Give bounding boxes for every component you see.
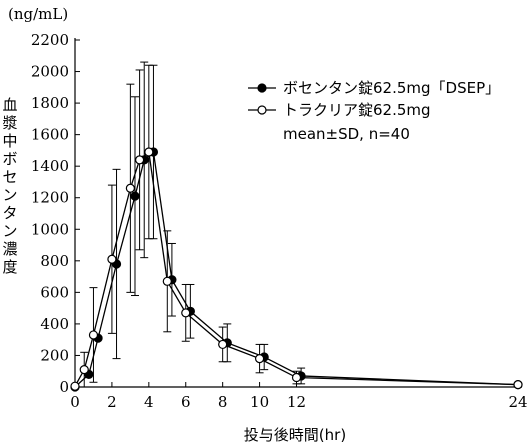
y-tick-label: 600 <box>40 283 69 301</box>
y-axis-label-char: タ <box>2 204 17 222</box>
y-axis-label-char: 中 <box>2 132 17 150</box>
x-tick-label: 2 <box>107 393 117 411</box>
x-tick-label: 24 <box>508 393 527 411</box>
y-unit-label: (ng/mL) <box>8 5 68 23</box>
y-tick-label: 1000 <box>31 220 69 238</box>
series-line <box>74 150 519 388</box>
x-tick-label: 0 <box>70 393 80 411</box>
y-ticks: 0 200 400 600 800 1000 1200 1400 1600 1800 2000 220… <box>31 31 80 396</box>
y-tick-label: 1600 <box>31 126 69 144</box>
y-tick-label: 1200 <box>31 189 69 207</box>
y-tick-label: 400 <box>40 315 69 333</box>
data-point <box>70 381 80 391</box>
y-axis-label-char: ボ <box>2 150 17 168</box>
y-axis-label-char: 漿 <box>2 114 17 132</box>
x-tick-label: 10 <box>250 393 269 411</box>
series-tracleer <box>70 64 523 391</box>
series-layer <box>70 61 523 392</box>
data-point <box>291 372 302 383</box>
x-tick-label: 6 <box>181 393 191 411</box>
y-tick-label: 2000 <box>31 63 69 81</box>
y-axis-label-char: 濃 <box>2 240 17 258</box>
legend: ボセンタン錠62.5mg「DSEP」トラクリア錠62.5mg mean±SD, n… <box>248 79 500 143</box>
y-axis-label: 血漿中ボセンタン濃度 <box>2 96 17 276</box>
y-axis-label-char: ン <box>2 186 17 204</box>
legend-marker <box>257 83 267 93</box>
legend-note: mean±SD, n=40 <box>283 125 410 143</box>
x-tick-label: 4 <box>144 393 154 411</box>
legend-label: トラクリア錠62.5mg <box>283 101 431 119</box>
y-axis-label-char: 度 <box>2 258 17 276</box>
data-point <box>107 254 117 264</box>
data-point <box>79 365 89 375</box>
x-tick-label: 12 <box>287 393 306 411</box>
data-point <box>125 183 135 193</box>
data-point <box>144 147 154 157</box>
legend-label: ボセンタン錠62.5mg「DSEP」 <box>283 79 500 97</box>
y-tick-label: 1800 <box>31 94 69 112</box>
legend-marker <box>257 105 267 115</box>
axes <box>74 38 522 388</box>
y-axis-label-char: セ <box>2 168 17 186</box>
y-tick-label: 1400 <box>31 157 69 175</box>
y-tick-label: 800 <box>40 252 69 270</box>
x-axis-label: 投与後時間(hr) <box>244 426 346 444</box>
data-point <box>254 354 265 364</box>
y-tick-label: 200 <box>40 346 69 364</box>
data-point <box>513 380 523 390</box>
data-point <box>162 276 172 286</box>
x-tick-label: 8 <box>218 393 228 411</box>
y-tick-label: 2200 <box>31 31 69 49</box>
y-tick-label: 0 <box>59 378 69 396</box>
x-ticks: 0 2 4 6 8 10 12 24 <box>70 382 528 411</box>
data-point <box>135 155 145 165</box>
y-axis-label-char: 血 <box>2 96 17 114</box>
data-point <box>181 308 191 318</box>
series-line <box>74 150 519 387</box>
y-axis-label-char: ン <box>2 222 17 240</box>
data-point <box>218 339 228 350</box>
data-point <box>130 191 140 201</box>
data-point <box>88 330 99 340</box>
